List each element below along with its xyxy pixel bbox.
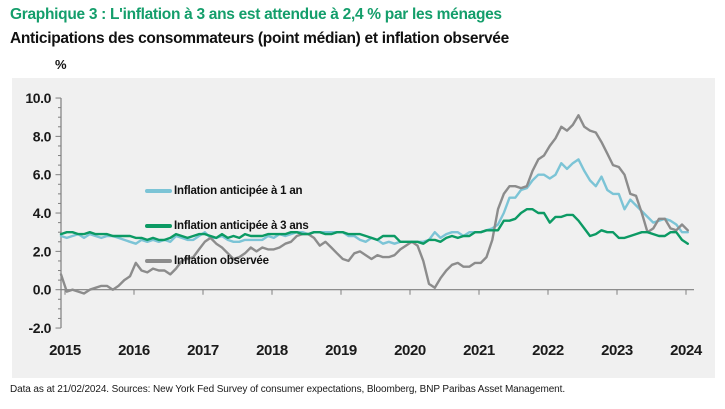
legend-label: Inflation observée [174, 255, 269, 267]
legend-item-1-an: Inflation anticipée à 1 an [145, 184, 309, 198]
legend-line-swatch [145, 189, 172, 193]
x-tick-label: 2017 [187, 342, 219, 359]
x-tick-label: 2018 [256, 342, 288, 359]
chart-legend: Inflation anticipée à 1 an Inflation anti… [145, 184, 309, 268]
y-tick-label: 6.0 [33, 167, 52, 183]
legend-line-swatch [145, 259, 172, 263]
y-tick-label: 8.0 [33, 128, 52, 144]
legend-line-swatch [145, 224, 172, 228]
legend-label: Inflation anticipée à 3 ans [174, 220, 309, 232]
chart-subtitle: Anticipations des consommateurs (point m… [10, 30, 509, 47]
chart-panel: 10.0 8.0 6.0 4.0 2.0 0.0 -2.0 2015 2016 2017 2018 2… [12, 78, 715, 378]
x-tick-label: 2023 [601, 342, 633, 359]
source-note: Data as at 21/02/2024. Sources: New York… [10, 384, 565, 395]
line-chart: 10.0 8.0 6.0 4.0 2.0 0.0 -2.0 2015 2016 2017 2018 2… [25, 90, 703, 359]
legend-item-3-ans: Inflation anticipée à 3 ans [145, 219, 309, 233]
chart-title: Graphique 3 : L'inflation à 3 ans est at… [10, 6, 502, 23]
x-tick-label: 2024 [670, 342, 703, 359]
y-tick-label: 2.0 [33, 243, 52, 259]
y-tick-label: 4.0 [33, 205, 52, 221]
y-axis-unit-label: % [55, 57, 67, 72]
series-line-observee [59, 114, 689, 295]
x-tick-label: 2016 [118, 342, 150, 359]
legend-label: Inflation anticipée à 1 an [174, 185, 303, 197]
y-tick-label: -2.0 [28, 320, 51, 336]
x-tick-label: 2020 [394, 342, 426, 359]
x-tick-label: 2015 [49, 342, 81, 359]
x-tick-label: 2021 [463, 342, 495, 359]
legend-item-observee: Inflation observée [145, 254, 309, 268]
y-tick-label: 0.0 [33, 282, 52, 298]
x-tick-label: 2019 [325, 342, 357, 359]
series-line-3-ans [59, 207, 689, 245]
x-tick-label: 2022 [532, 342, 564, 359]
y-tick-label: 10.0 [25, 90, 51, 106]
